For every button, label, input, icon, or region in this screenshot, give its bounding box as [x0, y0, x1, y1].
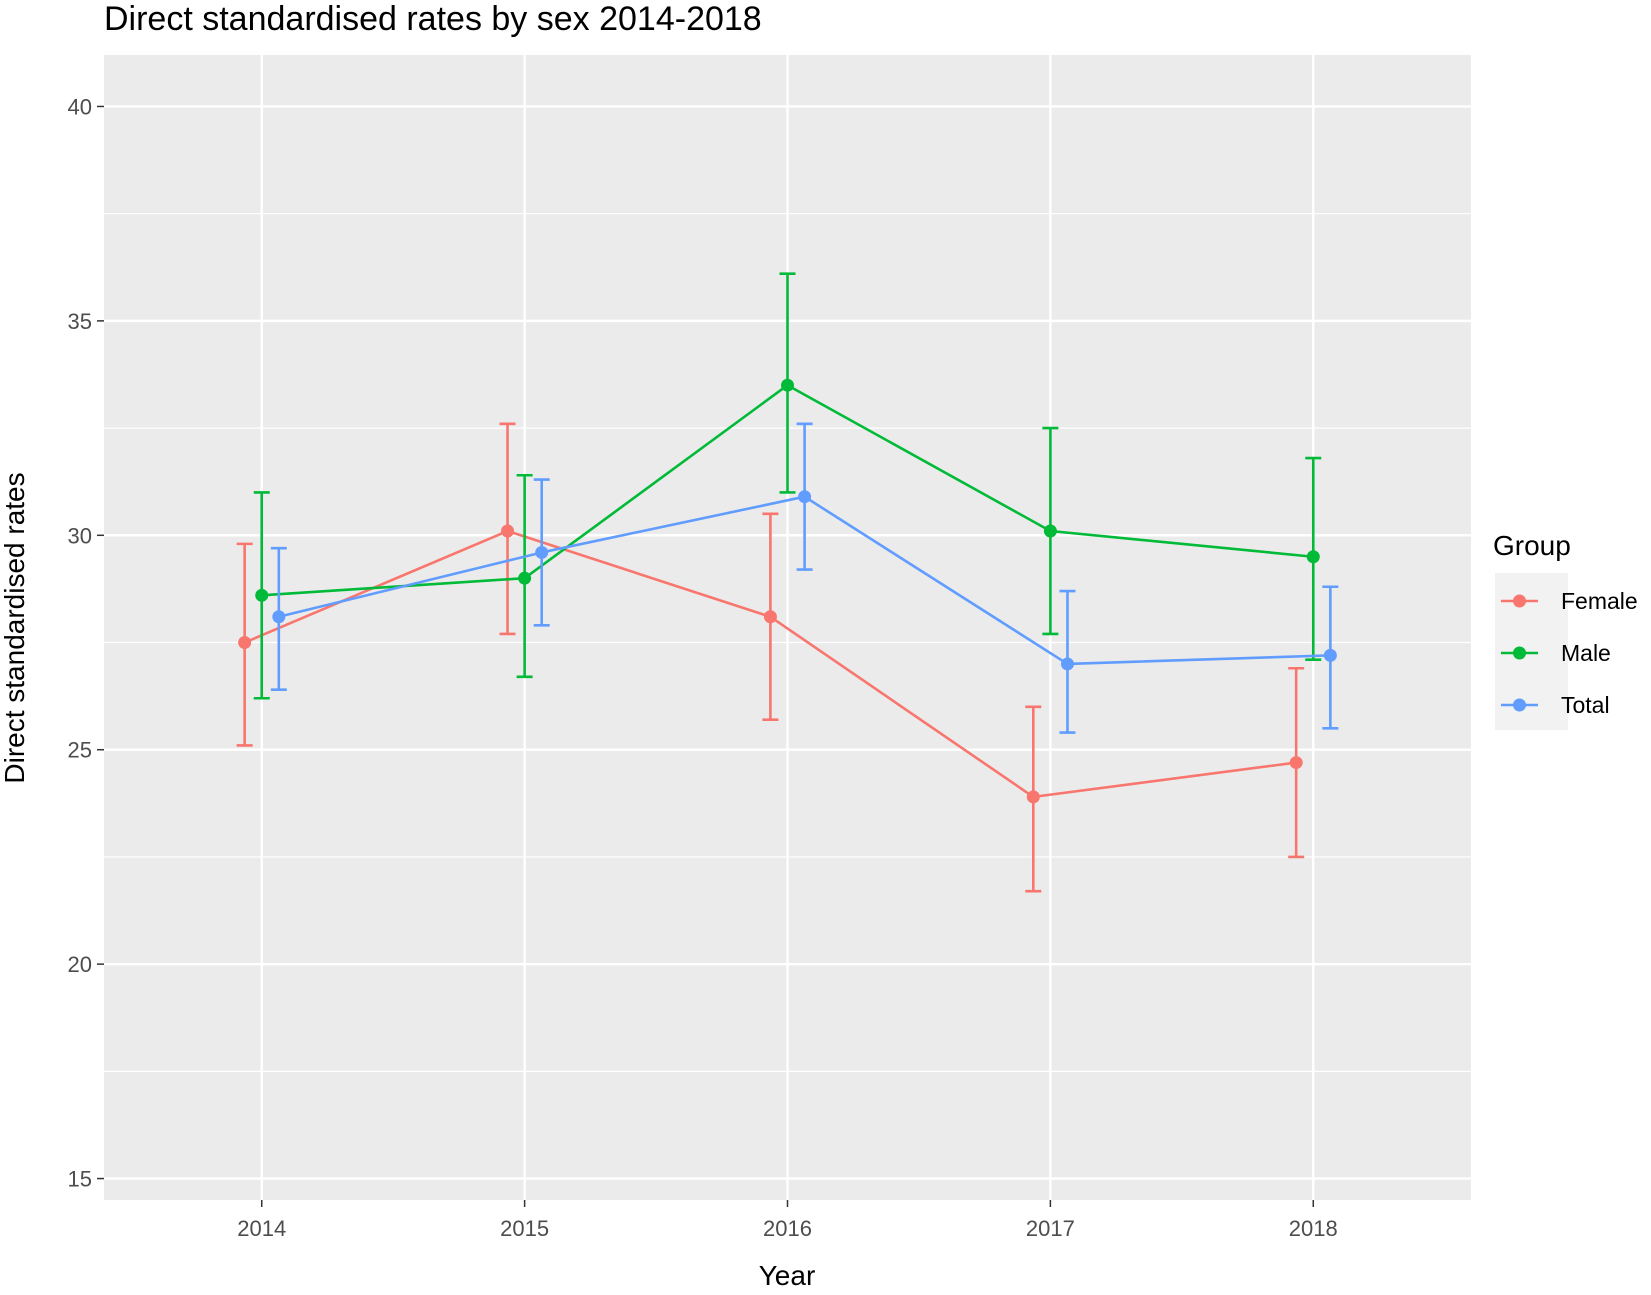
legend-label: Male — [1561, 640, 1611, 666]
data-point-female — [763, 610, 777, 624]
legend-item-female: Female — [1501, 588, 1638, 614]
chart-title: Direct standardised rates by sex 2014-20… — [104, 0, 762, 38]
data-point-female — [1289, 756, 1303, 770]
data-point-total — [272, 610, 286, 624]
data-point-male — [255, 588, 269, 602]
legend-key-point — [1513, 594, 1526, 608]
series-total — [270, 422, 1339, 734]
series-male — [253, 272, 1322, 700]
y-tick-label: 20 — [68, 952, 92, 977]
legend-title: Group — [1493, 530, 1571, 561]
y-tick-label: 15 — [68, 1167, 92, 1192]
data-point-total — [535, 545, 549, 559]
y-tick-label: 40 — [68, 94, 92, 119]
x-tick-label: 2018 — [1289, 1216, 1338, 1241]
data-point-male — [1306, 550, 1320, 564]
x-tick-label: 2015 — [500, 1216, 549, 1241]
series-female — [236, 422, 1305, 893]
data-point-total — [1060, 657, 1074, 671]
legend-item-male: Male — [1501, 640, 1611, 666]
axes: 15 20 25 30 35 40 2014 2015 2016 2017 2018 — [68, 94, 1338, 1241]
legend: Group Female Male Total — [1493, 530, 1638, 730]
legend-label: Total — [1561, 692, 1610, 718]
y-tick-label: 35 — [68, 309, 92, 334]
data-point-male — [1043, 524, 1057, 538]
legend-item-total: Total — [1501, 692, 1610, 718]
series-layer — [236, 272, 1339, 893]
legend-label: Female — [1561, 588, 1638, 614]
data-point-male — [781, 378, 794, 392]
y-tick-label: 30 — [68, 523, 92, 548]
data-point-total — [798, 490, 812, 504]
legend-items: Female Male Total — [1501, 588, 1638, 718]
y-tick-label: 25 — [68, 738, 92, 763]
legend-key-point — [1513, 646, 1526, 660]
data-point-female — [1026, 790, 1040, 804]
data-point-female — [501, 524, 515, 538]
y-axis-title: Direct standardised rates — [0, 472, 30, 783]
legend-key-background — [1495, 573, 1568, 730]
data-point-total — [1323, 648, 1337, 662]
data-point-female — [238, 636, 252, 650]
data-point-male — [518, 571, 532, 585]
x-tick-label: 2014 — [237, 1216, 286, 1241]
x-tick-label: 2017 — [1026, 1216, 1075, 1241]
legend-key-point — [1513, 698, 1526, 712]
x-tick-label: 2016 — [763, 1216, 812, 1241]
x-axis-title: Year — [759, 1260, 816, 1291]
